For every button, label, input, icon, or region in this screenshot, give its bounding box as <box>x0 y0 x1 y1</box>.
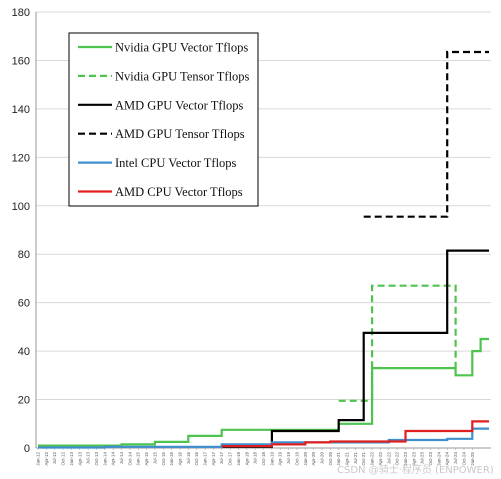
y-tick-label: 160 <box>12 55 30 67</box>
x-tick-label: Jul-23 <box>420 452 425 465</box>
y-tick-label: 40 <box>18 346 30 358</box>
x-tick-label: Oct-22 <box>395 452 400 466</box>
x-tick-label: Jan-23 <box>403 452 408 466</box>
x-tick-label: Jan-13 <box>69 452 74 466</box>
x-axis: Jan-12 Apr-12 Jul-12 Oct-12 Jan-13 Apr-13 Jul-… <box>36 448 475 466</box>
x-tick-label: Oct-15 <box>161 452 166 466</box>
x-tick-label: Oct-23 <box>428 452 433 466</box>
y-tick-label: 0 <box>24 443 30 455</box>
legend-label: Nvidia GPU Vector Tflops <box>115 41 248 55</box>
legend-label: Nvidia GPU Tensor Tflops <box>115 69 250 83</box>
x-tick-label: Jul-16 <box>186 452 191 465</box>
watermark: CSDN @骑士·程序员 (ENPOWER) <box>337 463 494 476</box>
x-tick-label: Jul-12 <box>52 452 57 465</box>
x-tick-label: Jul-14 <box>119 452 124 465</box>
x-tick-label: Apr-24 <box>445 452 450 466</box>
x-tick-label: Jul-20 <box>319 452 324 465</box>
x-tick-label: Jul-22 <box>386 452 391 465</box>
y-tick-label: 80 <box>18 249 30 261</box>
x-tick-label: Jan-18 <box>236 452 241 466</box>
x-tick-label: Apr-17 <box>211 452 216 466</box>
x-tick-label: Jan-22 <box>370 452 375 466</box>
legend-label: AMD CPU Vector Tflops <box>115 185 243 199</box>
x-tick-label: Jan-17 <box>203 452 208 466</box>
x-tick-label: Jan-19 <box>269 452 274 466</box>
x-tick-label: Jul-21 <box>353 452 358 465</box>
y-tick-label: 20 <box>18 395 30 407</box>
legend-label: AMD GPU Tensor Tflops <box>115 127 245 141</box>
x-tick-label: Oct-12 <box>61 452 66 466</box>
x-tick-label: Jan-16 <box>169 452 174 466</box>
x-tick-label: Apr-15 <box>144 452 149 466</box>
x-tick-label: Jul-19 <box>286 452 291 465</box>
series-lines <box>38 50 489 449</box>
x-tick-label: Apr-20 <box>311 452 316 466</box>
legend-label: Intel CPU Vector Tflops <box>115 156 237 170</box>
x-tick-label: Apr-18 <box>244 452 249 466</box>
series-line-2 <box>221 249 489 448</box>
x-tick-label: Apr-16 <box>177 452 182 466</box>
series-line-5 <box>221 420 489 448</box>
x-tick-label: Jul-15 <box>152 452 157 465</box>
x-tick-label: Apr-21 <box>345 452 350 466</box>
y-axis: 0 20 40 60 80 100 120 140 160 180 <box>12 7 37 455</box>
x-tick-label: Jul-17 <box>219 452 224 465</box>
x-tick-label: Oct-13 <box>94 452 99 466</box>
legend-box <box>68 32 259 207</box>
x-tick-label: Oct-17 <box>228 452 233 466</box>
x-tick-label: Apr-14 <box>111 452 116 466</box>
x-tick-label: Jan-20 <box>303 452 308 466</box>
x-tick-label: Jan-24 <box>436 452 441 466</box>
y-tick-label: 60 <box>18 298 30 310</box>
x-tick-label: Oct-14 <box>127 452 132 466</box>
x-tick-label: Jan-12 <box>36 452 41 466</box>
x-tick-label: Jan-21 <box>336 452 341 466</box>
x-tick-label: Oct-19 <box>294 452 299 466</box>
series-line-3 <box>363 50 489 218</box>
x-tick-label: Apr-23 <box>411 452 416 466</box>
legend: Nvidia GPU Vector Tflops Nvidia GPU Tenso… <box>68 32 259 207</box>
x-tick-label: Oct-16 <box>194 452 199 466</box>
y-tick-label: 120 <box>12 152 30 164</box>
x-tick-label: Apr-12 <box>44 452 49 466</box>
series-line-1 <box>338 284 457 402</box>
series-line-0 <box>38 337 489 447</box>
x-tick-label: Jul-13 <box>86 452 91 465</box>
y-tick-label: 100 <box>12 201 30 213</box>
x-tick-label: Apr-13 <box>77 452 82 466</box>
x-tick-label: Oct-21 <box>361 452 366 466</box>
legend-label: AMD GPU Vector Tflops <box>115 98 243 112</box>
x-tick-label: Oct-18 <box>261 452 266 466</box>
x-tick-label: Jul-24 <box>453 452 458 465</box>
x-tick-label: Jan-25 <box>470 452 475 466</box>
x-tick-label: Apr-19 <box>278 452 283 466</box>
x-tick-label: Oct-24 <box>461 452 466 466</box>
x-tick-label: Jul-18 <box>253 452 258 465</box>
x-tick-label: Oct-20 <box>328 452 333 466</box>
y-tick-label: 140 <box>12 104 30 116</box>
x-tick-label: Apr-22 <box>378 452 383 466</box>
y-tick-label: 180 <box>12 7 30 19</box>
x-tick-label: Jan-14 <box>102 452 107 466</box>
x-tick-label: Jan-15 <box>136 452 141 466</box>
